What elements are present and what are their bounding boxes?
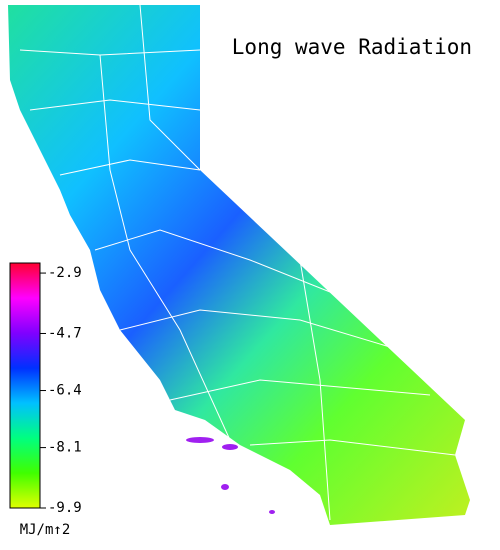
colorbar-tick-label: -8.1	[48, 440, 82, 456]
california	[8, 5, 470, 525]
colorbar-tick-label: -9.9	[48, 500, 82, 516]
title: Long wave Radiation	[232, 35, 472, 59]
islands	[186, 437, 275, 514]
colorbar-tick-label: -2.9	[48, 265, 82, 281]
colorbar: -2.9 -4.7 -6.4 -8.1 -9.9	[9, 262, 82, 516]
colorbar-tick-label: -4.7	[48, 325, 82, 341]
county-lines	[19, 4, 456, 521]
colorbar-ramp	[9, 262, 41, 509]
colorbar-tick-label: -6.4	[48, 383, 82, 399]
colorbar-unit: MJ/m↑2	[20, 522, 71, 538]
